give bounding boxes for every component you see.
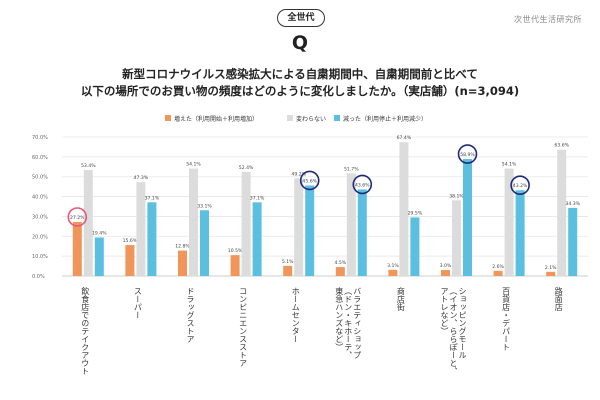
bar bbox=[515, 190, 525, 276]
category-label: 東急ハンズなど） bbox=[335, 286, 344, 351]
category-label: 商店街 bbox=[396, 286, 405, 312]
bar-value-label: 51.7% bbox=[344, 166, 359, 172]
question-mark-q: Q bbox=[291, 32, 309, 54]
bar-value-label: 43.6% bbox=[355, 182, 370, 188]
bar-value-label: 67.4% bbox=[397, 135, 412, 141]
y-tick-label: 0.0% bbox=[32, 274, 45, 280]
bar-value-label: 3.0% bbox=[440, 263, 452, 269]
bar bbox=[147, 202, 157, 276]
bar bbox=[178, 250, 187, 276]
bar-value-label: 58.9% bbox=[460, 152, 475, 158]
category-label: アトレなど） bbox=[440, 287, 449, 335]
category-label: ホームセンター bbox=[291, 287, 300, 343]
bar-value-label: 19.4% bbox=[92, 230, 107, 236]
category-label: ドラッグストア bbox=[186, 287, 195, 343]
bar bbox=[388, 269, 398, 276]
bar-value-label: 49.2% bbox=[291, 171, 306, 177]
category-label: ショッピングモール bbox=[458, 287, 467, 359]
category-label: （イオン、ららぽーと、 bbox=[449, 287, 458, 375]
bar-value-label: 38.1% bbox=[449, 193, 464, 199]
bar bbox=[72, 221, 82, 276]
bar-value-label: 27.2% bbox=[70, 215, 85, 221]
legend-label: 増えた（利用開始＋利用増加） bbox=[174, 115, 258, 123]
bar-value-label: 37.1% bbox=[250, 195, 265, 201]
bar-value-label: 63.6% bbox=[554, 143, 569, 149]
bar bbox=[452, 200, 461, 276]
bar bbox=[463, 159, 472, 276]
category-label: （ドン・キホーテ、 bbox=[344, 287, 353, 359]
bar bbox=[557, 149, 567, 276]
bar bbox=[357, 189, 367, 276]
legend-label: 変わらない bbox=[296, 115, 326, 123]
bar bbox=[504, 168, 514, 276]
y-tick-label: 40.0% bbox=[32, 195, 48, 201]
bar-value-label: 34.3% bbox=[565, 201, 580, 207]
legend-swatch bbox=[165, 115, 171, 121]
bar-value-label: 3.1% bbox=[387, 263, 399, 269]
bar bbox=[125, 245, 135, 276]
brand-logo-text: 次世代生活研究所 bbox=[514, 15, 582, 24]
bar bbox=[305, 185, 315, 276]
bar-value-label: 43.2% bbox=[513, 183, 528, 189]
bar-value-label: 33.1% bbox=[197, 203, 212, 209]
highlight-circle bbox=[67, 207, 88, 227]
bar-value-label: 15.6% bbox=[123, 238, 138, 244]
bar bbox=[546, 271, 556, 276]
question-line-2: 以下の場所でのお買い物の頻度はどのように変化しましたか。（実店舗）(n=3,09… bbox=[80, 84, 520, 98]
bar-value-label: 53.4% bbox=[81, 163, 96, 169]
bar bbox=[94, 237, 104, 276]
bar-value-label: 2.6% bbox=[492, 264, 504, 270]
category-label: 百貨店・デパート bbox=[502, 287, 511, 351]
bar bbox=[241, 171, 251, 276]
bar bbox=[568, 207, 578, 276]
y-tick-label: 30.0% bbox=[32, 214, 48, 220]
category-label: 飲食店でのテイクアウト bbox=[81, 286, 90, 375]
bar bbox=[252, 202, 262, 276]
y-tick-label: 60.0% bbox=[32, 155, 48, 161]
legend-label: 減った（利用停止＋利用減少） bbox=[343, 115, 427, 123]
y-tick-label: 70.0% bbox=[32, 135, 48, 141]
segment-badge: 全世代 bbox=[277, 9, 325, 27]
legend-swatch bbox=[334, 115, 340, 121]
bar-value-label: 54.1% bbox=[186, 162, 201, 168]
category-label: スーパー bbox=[133, 287, 142, 319]
bar-value-label: 37.1% bbox=[145, 195, 160, 201]
category-label: コンビニエンスストア bbox=[239, 287, 248, 367]
bar bbox=[230, 255, 240, 276]
bar bbox=[283, 265, 293, 276]
category-label: 路面店 bbox=[554, 286, 563, 312]
y-tick-label: 10.0% bbox=[32, 254, 48, 260]
bar bbox=[410, 217, 420, 276]
bar-value-label: 10.5% bbox=[228, 248, 243, 254]
bar-value-label: 5.1% bbox=[282, 259, 294, 265]
highlight-circle bbox=[299, 170, 320, 191]
bar-value-label: 2.1% bbox=[545, 265, 557, 271]
bar-value-label: 54.1% bbox=[502, 162, 517, 168]
bar bbox=[493, 270, 503, 276]
highlight-circle bbox=[352, 174, 373, 195]
bar bbox=[136, 182, 146, 276]
bar bbox=[200, 210, 209, 276]
y-tick-label: 50.0% bbox=[32, 175, 48, 181]
bar-value-label: 4.5% bbox=[334, 260, 346, 266]
highlight-circle bbox=[457, 144, 478, 164]
highlight-circle bbox=[510, 175, 530, 196]
legend-swatch bbox=[287, 115, 293, 121]
bar-value-label: 45.6% bbox=[302, 178, 317, 184]
bar bbox=[335, 267, 345, 276]
bar bbox=[83, 169, 93, 276]
question-line-1: 新型コロナウイルス感染拡大による自粛期間中、自粛期間前と比べて bbox=[122, 67, 478, 81]
bar-value-label: 12.8% bbox=[175, 244, 190, 250]
bar bbox=[294, 178, 304, 276]
y-tick-label: 20.0% bbox=[32, 234, 48, 240]
bar-value-label: 47.3% bbox=[134, 175, 149, 181]
bar-value-label: 52.4% bbox=[239, 165, 254, 171]
bar-value-label: 29.5% bbox=[408, 210, 423, 216]
bar bbox=[399, 142, 409, 276]
category-label: バラエティショップ bbox=[353, 287, 362, 359]
bar bbox=[441, 270, 450, 276]
bar bbox=[189, 168, 198, 276]
bar bbox=[346, 173, 356, 276]
